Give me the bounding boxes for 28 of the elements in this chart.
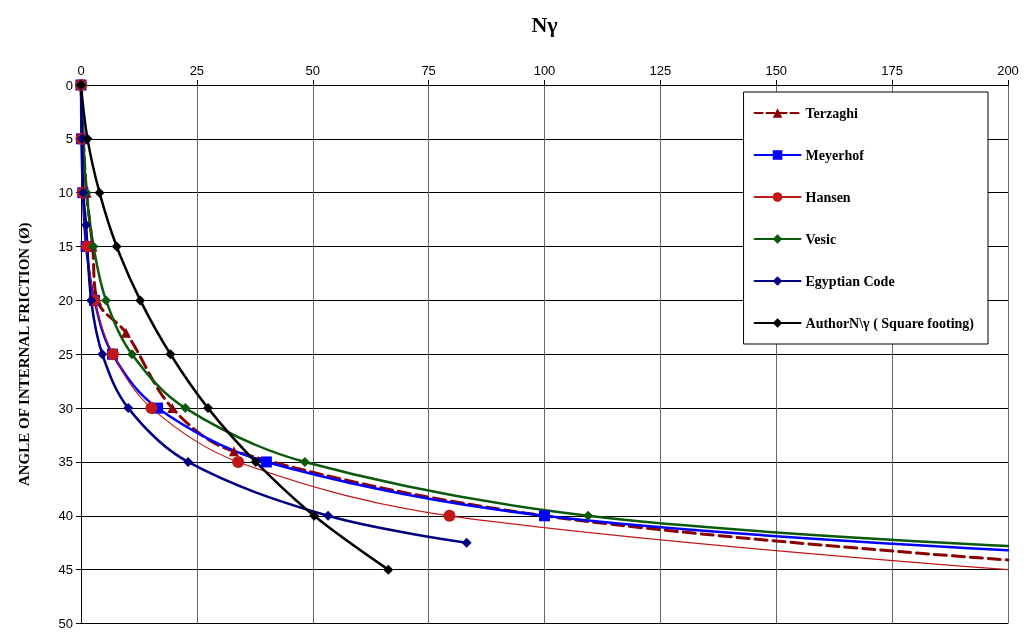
y-tick-label: 0 — [65, 77, 73, 93]
x-tick-label: 25 — [189, 63, 205, 78]
legend-label: Hansen — [805, 189, 851, 205]
y-tick-label: 50 — [58, 616, 73, 631]
x-tick-label: 125 — [649, 63, 672, 78]
legend-label: Terzaghi — [805, 105, 859, 121]
y-tick-label: 25 — [58, 346, 73, 362]
legend-label: Meyerhof — [805, 147, 865, 163]
y-tick-label: 15 — [58, 239, 73, 255]
x-tick-label: 200 — [997, 63, 1019, 78]
x-tick-label: 100 — [533, 63, 556, 78]
x-tick-label: 150 — [765, 63, 788, 78]
legend-label: Egyptian Code — [805, 273, 895, 289]
x-tick-label: 0 — [77, 63, 85, 78]
y-tick-label: 35 — [58, 454, 73, 470]
y-tick-label: 5 — [65, 131, 73, 147]
legend-label: Vesic — [805, 231, 837, 247]
y-tick-label: 20 — [58, 292, 73, 308]
x-tick-label: 75 — [421, 63, 436, 78]
x-axis-title: Nγ — [531, 11, 558, 37]
y-tick-label: 30 — [58, 400, 73, 416]
y-tick-label: 45 — [58, 562, 73, 578]
y-axis-title: ANGLE OF INTERNAL FRICTION (Ø) — [15, 222, 33, 487]
x-tick-label: 50 — [305, 63, 320, 78]
x-tick-label: 175 — [881, 63, 903, 78]
y-tick-label: 10 — [58, 185, 73, 201]
legend-label: AuthorN\γ ( Square footing) — [805, 315, 975, 332]
y-tick-label: 40 — [58, 508, 73, 524]
